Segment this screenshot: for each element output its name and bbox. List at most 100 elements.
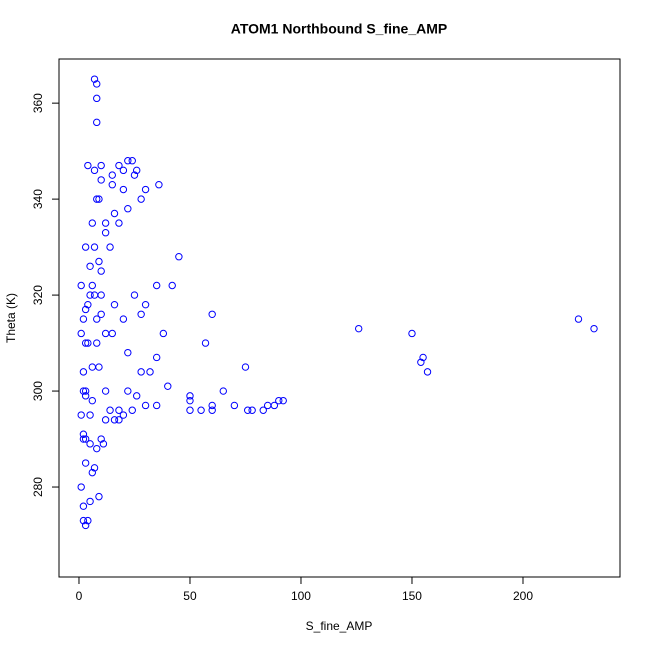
data-point <box>186 396 194 405</box>
data-point <box>81 435 90 443</box>
data-point <box>86 411 94 419</box>
data-point <box>208 310 216 318</box>
data-point <box>130 171 139 179</box>
data-point <box>119 315 128 323</box>
data-point <box>230 401 239 410</box>
data-point <box>128 406 136 414</box>
data-point <box>93 315 101 323</box>
data-point <box>108 181 116 189</box>
data-point <box>79 435 88 443</box>
data-point <box>574 315 583 323</box>
data-point <box>84 300 92 309</box>
data-point <box>77 281 85 290</box>
data-point <box>101 219 110 227</box>
data-point <box>86 497 94 506</box>
data-point <box>141 401 150 410</box>
data-point <box>164 382 172 390</box>
data-point <box>159 329 168 338</box>
data-point <box>79 368 88 376</box>
data-point <box>119 411 128 419</box>
data-point <box>119 185 128 194</box>
data-point <box>279 396 287 405</box>
data-point <box>248 406 256 414</box>
data-point <box>95 257 103 266</box>
data-point <box>81 392 90 400</box>
x-tick-label: 0 <box>76 589 83 603</box>
data-point <box>90 75 99 83</box>
data-point <box>219 387 227 395</box>
data-point <box>208 401 216 410</box>
y-tick-label: 280 <box>31 477 45 497</box>
data-point <box>146 368 154 376</box>
data-point <box>275 396 283 405</box>
data-point <box>93 118 101 127</box>
data-point <box>137 368 145 376</box>
data-point <box>81 387 90 395</box>
x-tick-label: 100 <box>291 589 311 603</box>
data-point <box>108 329 116 338</box>
data-point <box>141 300 150 309</box>
data-point <box>124 205 132 213</box>
data-point <box>355 324 363 333</box>
data-point <box>110 416 119 424</box>
data-point <box>419 353 427 362</box>
chart-title: ATOM1 Northbound S_fine_AMP <box>231 21 447 37</box>
data-point <box>110 209 119 218</box>
data-point <box>130 291 139 299</box>
data-point <box>152 353 161 362</box>
data-point <box>88 396 97 405</box>
data-point <box>115 219 123 227</box>
data-point <box>208 406 216 414</box>
data-point <box>79 315 88 323</box>
data-point <box>79 502 88 510</box>
data-point <box>244 406 252 414</box>
x-tick-label: 150 <box>402 589 422 603</box>
data-point <box>97 310 105 318</box>
data-point <box>186 392 194 400</box>
data-point <box>93 94 101 103</box>
data-point <box>124 387 132 395</box>
x-axis-label: S_fine_AMP <box>306 619 373 633</box>
data-point <box>101 229 110 237</box>
data-point <box>106 406 114 414</box>
data-point <box>93 195 101 203</box>
data-point <box>93 80 101 88</box>
data-point <box>417 358 425 366</box>
data-point <box>101 387 110 395</box>
data-point <box>197 406 205 414</box>
data-point <box>137 310 145 318</box>
data-point <box>88 281 97 290</box>
y-tick-label: 320 <box>31 285 45 305</box>
data-point <box>141 185 150 194</box>
data-point <box>241 363 250 371</box>
data-point <box>81 305 90 314</box>
data-point <box>137 195 145 203</box>
data-point <box>97 176 105 184</box>
data-point <box>133 392 141 400</box>
data-point <box>152 401 161 410</box>
x-tick-label: 200 <box>513 589 533 603</box>
data-point <box>270 401 279 410</box>
data-point <box>101 416 110 424</box>
y-tick-label: 340 <box>31 189 45 209</box>
data-point <box>423 368 432 376</box>
data-point <box>119 166 128 175</box>
data-point <box>90 464 99 472</box>
data-point <box>77 329 85 338</box>
data-point <box>115 406 123 414</box>
data-point <box>90 291 99 299</box>
data-point <box>99 440 108 448</box>
data-point <box>84 339 92 347</box>
x-tick-label: 50 <box>183 589 197 603</box>
data-point <box>95 363 103 371</box>
data-point <box>77 411 85 419</box>
data-point <box>81 243 90 251</box>
data-point <box>108 171 116 179</box>
data-point <box>79 516 88 525</box>
data-point <box>84 161 92 170</box>
data-point <box>79 387 88 395</box>
data-point <box>88 468 97 477</box>
data-point <box>408 329 416 338</box>
data-point <box>97 435 105 443</box>
